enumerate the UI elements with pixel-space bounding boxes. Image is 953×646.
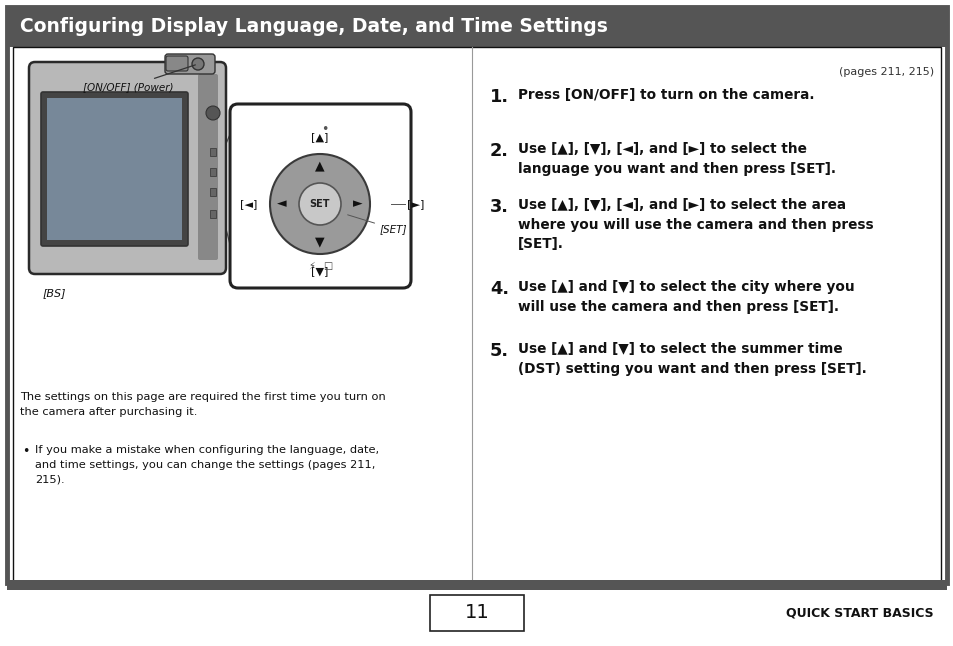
- Text: ▲: ▲: [314, 160, 324, 172]
- Text: The settings on this page are required the first time you turn on
the camera aft: The settings on this page are required t…: [20, 392, 385, 417]
- Text: [ON/OFF] (Power): [ON/OFF] (Power): [83, 65, 195, 92]
- Text: [►]: [►]: [407, 199, 424, 209]
- Bar: [210, 148, 215, 156]
- Bar: [47, 98, 182, 240]
- FancyBboxPatch shape: [166, 56, 188, 71]
- Text: If you make a mistake when configuring the language, date,
and time settings, yo: If you make a mistake when configuring t…: [35, 445, 378, 484]
- Text: [SET]: [SET]: [347, 215, 407, 234]
- Text: [BS]: [BS]: [43, 288, 67, 298]
- Text: 4.: 4.: [490, 280, 509, 298]
- Text: (pages 211, 215): (pages 211, 215): [838, 67, 933, 77]
- Text: 3.: 3.: [490, 198, 508, 216]
- Text: 11: 11: [464, 603, 489, 623]
- Bar: [210, 210, 215, 218]
- Text: ▼: ▼: [314, 236, 324, 249]
- Bar: [13, 47, 940, 581]
- Circle shape: [206, 106, 220, 120]
- Bar: [7, 7, 946, 583]
- Text: 2.: 2.: [490, 142, 508, 160]
- FancyBboxPatch shape: [165, 54, 214, 74]
- Text: □: □: [323, 261, 333, 271]
- Text: ⚡: ⚡: [308, 261, 315, 271]
- Text: 5.: 5.: [490, 342, 509, 360]
- Text: •: •: [321, 123, 329, 136]
- Text: ►: ►: [353, 198, 362, 211]
- FancyBboxPatch shape: [230, 104, 411, 288]
- FancyBboxPatch shape: [41, 92, 188, 246]
- FancyBboxPatch shape: [29, 62, 226, 274]
- Bar: [430, 595, 523, 631]
- Text: QUICK START BASICS: QUICK START BASICS: [785, 607, 933, 620]
- Text: Use [▲] and [▼] to select the summer time
(DST) setting you want and then press : Use [▲] and [▼] to select the summer tim…: [517, 342, 866, 375]
- Text: Configuring Display Language, Date, and Time Settings: Configuring Display Language, Date, and …: [20, 17, 607, 37]
- Text: Use [▲] and [▼] to select the city where you
will use the camera and then press : Use [▲] and [▼] to select the city where…: [517, 280, 854, 313]
- Text: [▲]: [▲]: [311, 132, 329, 142]
- Bar: [7, 580, 946, 590]
- Text: ◄: ◄: [277, 198, 287, 211]
- Bar: [210, 168, 215, 176]
- Bar: [210, 188, 215, 196]
- Text: SET: SET: [310, 199, 330, 209]
- Text: Use [▲], [▼], [◄], and [►] to select the area
where you will use the camera and : Use [▲], [▼], [◄], and [►] to select the…: [517, 198, 873, 251]
- Bar: [7, 7, 946, 47]
- Text: [▼]: [▼]: [311, 266, 329, 276]
- Circle shape: [192, 58, 204, 70]
- Text: Use [▲], [▼], [◄], and [►] to select the
language you want and then press [SET].: Use [▲], [▼], [◄], and [►] to select the…: [517, 142, 835, 176]
- Circle shape: [270, 154, 370, 254]
- Text: •: •: [22, 445, 30, 458]
- Text: [◄]: [◄]: [240, 199, 257, 209]
- Text: Press [ON/OFF] to turn on the camera.: Press [ON/OFF] to turn on the camera.: [517, 88, 814, 102]
- Text: 1.: 1.: [490, 88, 509, 106]
- FancyBboxPatch shape: [198, 74, 218, 260]
- Circle shape: [298, 183, 340, 225]
